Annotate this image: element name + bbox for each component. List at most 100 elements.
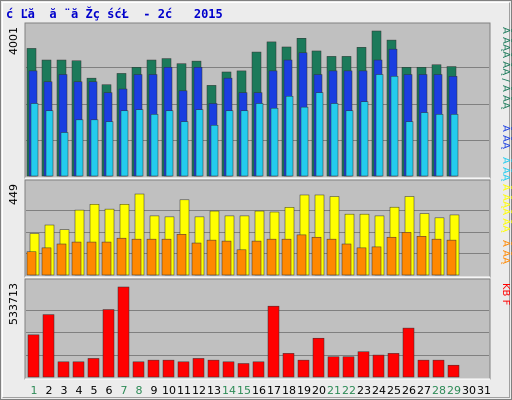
bar-bottom-s0-d10 — [162, 359, 175, 378]
x-tick-label-2: 2 — [46, 384, 53, 397]
x-tick-label-30: 30 — [462, 384, 476, 397]
x-tick-label-31: 31 — [477, 384, 491, 397]
bar-middle-s1-d23 — [356, 247, 367, 276]
bar-middle-s1-d14 — [221, 240, 232, 276]
bar-bottom-s0-d1 — [27, 334, 40, 378]
x-tick-label-22: 22 — [342, 384, 356, 397]
legend-label-bottom-0: KB F — [500, 283, 511, 306]
bar-middle-s1-d29 — [446, 239, 457, 276]
bar-bottom-s0-d15 — [237, 363, 250, 378]
bar-bottom-s0-d7 — [117, 286, 130, 378]
bar-bottom-s0-d25 — [387, 353, 400, 378]
x-tick-label-26: 26 — [402, 384, 416, 397]
x-tick-label-21: 21 — [327, 384, 341, 397]
bar-bottom-s0-d4 — [72, 361, 85, 378]
x-tick-label-9: 9 — [151, 384, 158, 397]
bar-middle-s1-d21 — [326, 238, 337, 276]
bar-top-s2-d25 — [390, 76, 399, 177]
bar-top-s2-d13 — [210, 125, 219, 177]
bar-middle-s1-d10 — [161, 238, 172, 276]
bar-bottom-s0-d19 — [297, 359, 310, 378]
x-tick-label-6: 6 — [106, 384, 113, 397]
bar-top-s2-d14 — [225, 110, 234, 177]
x-tick-label-8: 8 — [136, 384, 143, 397]
bar-bottom-s0-d22 — [342, 356, 355, 378]
bar-middle-s1-d8 — [131, 238, 142, 276]
bar-bottom-s0-d26 — [402, 327, 415, 378]
bar-top-s2-d21 — [330, 103, 339, 177]
bar-bottom-s0-d8 — [132, 361, 145, 378]
bar-bottom-s0-d12 — [192, 358, 205, 378]
bar-bottom-s0-d17 — [267, 305, 280, 378]
bar-top-s2-d24 — [375, 74, 384, 177]
x-tick-label-23: 23 — [357, 384, 371, 397]
bar-bottom-s0-d27 — [417, 359, 430, 378]
bar-bottom-s0-d20 — [312, 337, 325, 378]
x-tick-label-20: 20 — [312, 384, 326, 397]
bar-bottom-s0-d9 — [147, 359, 160, 378]
bar-top-s2-d19 — [300, 106, 309, 177]
bar-top-s2-d1 — [30, 103, 39, 177]
bar-top-s2-d18 — [285, 96, 294, 177]
bar-bottom-s0-d2 — [42, 314, 55, 378]
bar-top-s2-d16 — [255, 103, 264, 177]
bar-middle-s1-d20 — [311, 236, 322, 276]
legend-label-middle-1: Ă ĂĄ — [500, 240, 512, 265]
bar-bottom-s0-d21 — [327, 356, 340, 378]
bar-middle-s1-d18 — [281, 238, 292, 276]
x-tick-label-12: 12 — [192, 384, 206, 397]
bar-middle-s1-d13 — [206, 239, 217, 276]
x-tick-label-10: 10 — [162, 384, 176, 397]
bar-middle-s1-d9 — [146, 238, 157, 276]
bar-bottom-s0-d14 — [222, 361, 235, 378]
x-tick-label-15: 15 — [237, 384, 251, 397]
bar-middle-s1-d6 — [101, 241, 112, 276]
bar-top-s2-d23 — [360, 101, 369, 177]
bar-middle-s1-d19 — [296, 234, 307, 276]
bar-bottom-s0-d16 — [252, 361, 265, 378]
bar-top-s2-d6 — [105, 121, 114, 177]
legend-label-top-2: Ă ĂĄ — [500, 157, 512, 182]
x-tick-label-29: 29 — [447, 384, 461, 397]
bar-bottom-s0-d6 — [102, 309, 115, 378]
bar-middle-s1-d15 — [236, 249, 247, 276]
bar-top-s2-d20 — [315, 92, 324, 177]
ymax-label-middle: 449 — [7, 184, 20, 205]
x-tick-label-18: 18 — [282, 384, 296, 397]
bar-top-s2-d7 — [120, 110, 129, 177]
x-tick-label-5: 5 — [91, 384, 98, 397]
bar-middle-s1-d11 — [176, 234, 187, 276]
bar-top-s2-d9 — [150, 114, 159, 177]
bar-bottom-s0-d29 — [447, 364, 460, 378]
bar-middle-s1-d7 — [116, 237, 127, 276]
x-tick-label-24: 24 — [372, 384, 386, 397]
bar-top-s2-d26 — [405, 121, 414, 177]
bar-top-s2-d28 — [435, 114, 444, 177]
x-tick-label-16: 16 — [252, 384, 266, 397]
bar-bottom-s0-d11 — [177, 361, 190, 378]
bar-middle-s1-d24 — [371, 246, 382, 276]
bar-top-s2-d29 — [450, 114, 459, 177]
bar-middle-s1-d2 — [41, 247, 52, 276]
bar-top-s2-d22 — [345, 110, 354, 177]
x-tick-label-3: 3 — [61, 384, 68, 397]
bar-middle-s1-d12 — [191, 242, 202, 276]
bar-top-s2-d15 — [240, 110, 249, 177]
bar-top-s2-d10 — [165, 110, 174, 177]
bar-bottom-s0-d18 — [282, 353, 295, 378]
bar-bottom-s0-d24 — [372, 354, 385, 378]
bar-top-s2-d2 — [45, 110, 54, 177]
bar-top-s2-d17 — [270, 107, 279, 177]
bar-top-s2-d3 — [60, 132, 69, 177]
bar-top-s2-d8 — [135, 109, 144, 177]
bar-middle-s1-d22 — [341, 243, 352, 276]
x-tick-label-28: 28 — [432, 384, 446, 397]
bar-bottom-s0-d13 — [207, 359, 220, 378]
ymax-label-bottom: 533713 — [7, 283, 20, 325]
chart-title: ć Ľă ă ¨ă Žç śćŁ - 2ć 2015 — [6, 7, 223, 21]
bar-middle-s1-d26 — [401, 232, 412, 276]
bar-middle-s1-d27 — [416, 235, 427, 276]
bar-bottom-s0-d23 — [357, 351, 370, 378]
bar-top-s2-d4 — [75, 119, 84, 177]
